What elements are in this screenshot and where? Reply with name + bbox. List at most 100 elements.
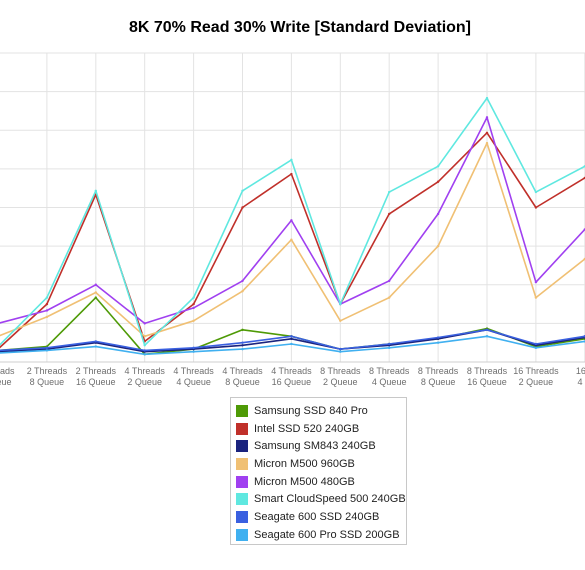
data-point (534, 190, 538, 194)
data-point (241, 289, 244, 293)
data-point (94, 189, 98, 192)
legend-swatch (236, 422, 248, 435)
x-tick-label: Threads (0, 366, 15, 376)
data-point (45, 349, 49, 352)
legend-label: Seagate 600 SSD 240GB (254, 510, 380, 523)
data-point (94, 345, 98, 348)
x-tick-label: 8 Threads (369, 366, 410, 376)
data-point (241, 279, 244, 283)
legend-item: Seagate 600 Pro SSD 200GB (236, 526, 406, 544)
data-point (192, 346, 195, 350)
data-point (290, 158, 293, 162)
x-tick-label: 8 Queue (225, 377, 260, 387)
data-point (534, 296, 538, 299)
x-tick-label: 16 Queue (272, 377, 312, 387)
x-tick-label: 2 Queue (127, 377, 162, 387)
legend-swatch (236, 528, 248, 541)
data-point (339, 319, 342, 322)
data-point (143, 353, 146, 356)
x-tick-label: Queue (0, 377, 12, 387)
legend-label: Intel SSD 520 240GB (254, 422, 360, 435)
data-point (436, 180, 440, 183)
legend-swatch (236, 404, 248, 417)
data-point (290, 335, 293, 338)
data-point (388, 190, 391, 194)
data-point (436, 212, 440, 216)
data-point (485, 141, 489, 145)
legend-item: Micron M500 960GB (236, 455, 406, 473)
x-tick-label: 4 Q (578, 377, 585, 387)
x-tick-label: 8 Queue (30, 377, 65, 387)
x-tick-label: 4 Threads (125, 366, 166, 376)
data-point (45, 302, 49, 306)
data-point (339, 350, 342, 353)
data-point (388, 279, 391, 283)
data-point (45, 346, 49, 350)
legend-item: Intel SSD 520 240GB (236, 420, 406, 438)
data-point (192, 296, 195, 299)
data-point (436, 341, 440, 344)
legend-swatch (236, 457, 248, 470)
data-point (388, 342, 391, 346)
data-point (485, 335, 489, 338)
data-point (290, 172, 293, 176)
x-tick-label: 2 Threads (76, 366, 117, 376)
data-point (192, 306, 195, 310)
chart-legend: Samsung SSD 840 Pro Intel SSD 520 240GB Sa… (230, 397, 407, 545)
data-point (534, 342, 538, 346)
x-tick-label: 2 Queue (519, 377, 554, 387)
legend-item: Seagate 600 SSD 240GB (236, 508, 406, 526)
data-point (241, 341, 244, 344)
legend-label: Samsung SM843 240GB (254, 440, 376, 453)
data-point (290, 342, 293, 346)
data-point (143, 335, 146, 338)
data-point (534, 206, 538, 209)
data-point (436, 244, 440, 248)
x-tick-label: 8 Threads (467, 366, 508, 376)
legend-label: Micron M500 480GB (254, 475, 355, 488)
data-point (485, 96, 489, 100)
x-tick-label: 16 Threads (513, 366, 559, 376)
data-point (534, 346, 538, 350)
legend-label: Samsung SSD 840 Pro (254, 404, 368, 417)
x-tick-label: 8 Threads (320, 366, 361, 376)
legend-swatch (236, 475, 248, 488)
legend-label: Seagate 600 Pro SSD 200GB (254, 528, 400, 541)
legend-swatch (236, 510, 248, 523)
legend-swatch (236, 440, 248, 453)
data-point (339, 302, 342, 306)
chart-series-lines (0, 96, 585, 356)
data-point (241, 347, 244, 351)
data-point (388, 346, 391, 350)
legend-item: Samsung SM843 240GB (236, 437, 406, 455)
x-tick-label: 4 Queue (176, 377, 211, 387)
data-point (388, 212, 391, 216)
data-point (241, 189, 244, 192)
data-point (485, 328, 489, 332)
data-point (94, 283, 98, 286)
series-line-0 (0, 296, 585, 356)
data-point (45, 296, 49, 299)
data-point (143, 344, 146, 347)
x-tick-label: 8 Queue (421, 377, 456, 387)
x-tick-label: 4 Threads (271, 366, 312, 376)
data-point (192, 302, 195, 306)
data-point (436, 165, 440, 168)
data-point (388, 296, 391, 299)
data-point (241, 206, 244, 209)
legend-label: Micron M500 960GB (254, 457, 355, 470)
data-point (290, 337, 293, 341)
legend-label: Smart CloudSpeed 500 240GB (254, 493, 406, 506)
x-tick-label: 16 T (576, 366, 585, 376)
data-point (290, 219, 293, 222)
legend-item: Micron M500 480GB (236, 473, 406, 491)
data-point (436, 336, 440, 339)
data-point (290, 238, 293, 241)
x-tick-label: 2 Queue (323, 377, 358, 387)
data-point (339, 347, 342, 351)
legend-swatch (236, 493, 248, 506)
data-point (143, 322, 146, 325)
data-point (241, 344, 244, 347)
data-point (94, 291, 98, 294)
